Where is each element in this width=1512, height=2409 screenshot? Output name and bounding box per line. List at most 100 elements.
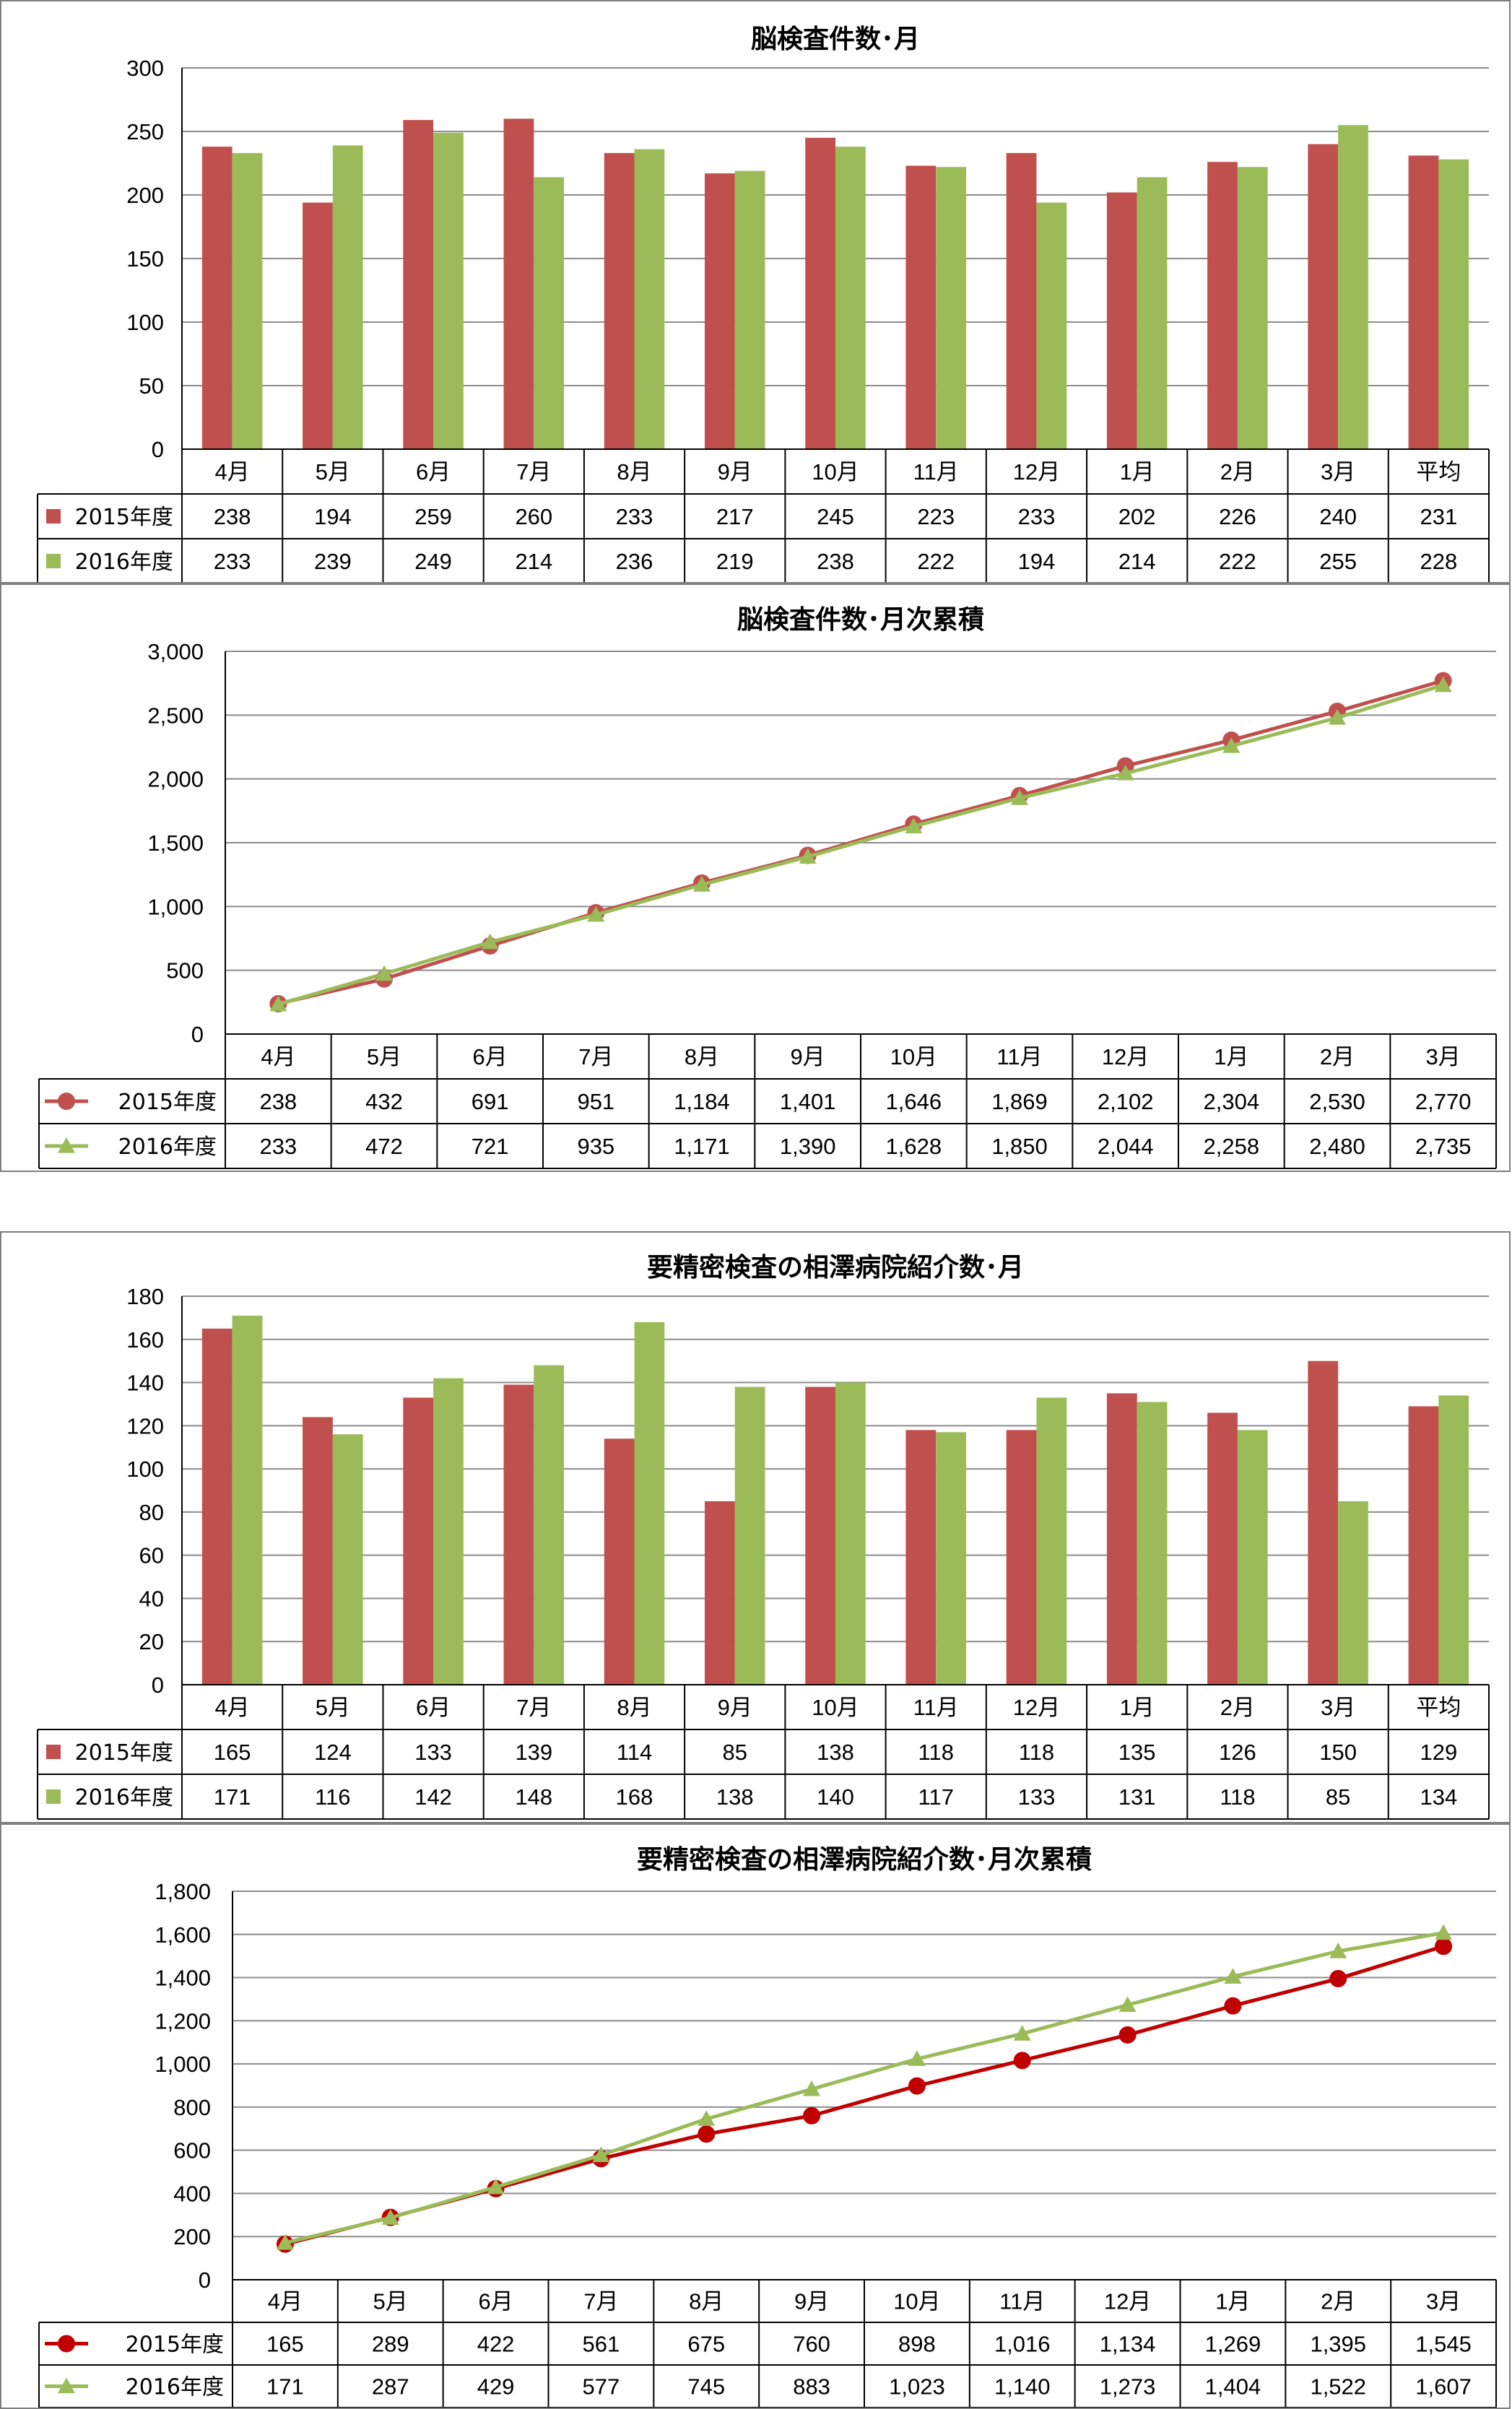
- data-point: [1435, 1924, 1453, 1940]
- x-tick-label: 2月: [1321, 2289, 1355, 2314]
- data-point: [269, 995, 287, 1012]
- x-tick-label: 3月: [1426, 1044, 1461, 1069]
- bar: [303, 202, 333, 449]
- bar: [534, 177, 565, 450]
- y-tick-label: 1,600: [155, 1922, 211, 1948]
- y-tick-label: 0: [152, 1672, 164, 1698]
- data-label: 2,530: [1309, 1089, 1365, 1114]
- x-tick-label: 平均: [1416, 1695, 1461, 1720]
- chart-title: 要精密検査の相澤病院紹介数･月次累積: [637, 1844, 1092, 1875]
- data-label: 116: [315, 1784, 350, 1810]
- bar: [1308, 1360, 1339, 1685]
- x-tick-label: 7月: [583, 2289, 618, 2314]
- x-tick-label: 8月: [617, 1695, 651, 1720]
- y-tick-label: 600: [173, 2138, 211, 2163]
- bar: [805, 1386, 835, 1685]
- bar: [734, 170, 765, 449]
- data-label: 165: [266, 2332, 304, 2357]
- data-label: 219: [716, 549, 754, 574]
- data-label: 259: [414, 504, 452, 529]
- data-label: 260: [515, 504, 552, 529]
- y-tick-label: 250: [126, 119, 164, 144]
- data-label: 691: [472, 1089, 509, 1114]
- bar: [1137, 1402, 1168, 1685]
- data-label: 150: [1319, 1740, 1357, 1765]
- y-tick-label: 500: [166, 958, 204, 984]
- data-label: 1,184: [674, 1089, 730, 1114]
- legend-label: 2016年度: [75, 1785, 173, 1810]
- data-label: 883: [793, 2374, 830, 2400]
- x-tick-label: 10月: [890, 1044, 937, 1069]
- data-point: [1011, 789, 1028, 805]
- bar: [1207, 162, 1238, 450]
- data-label: 236: [616, 549, 653, 574]
- y-tick-label: 100: [126, 1457, 164, 1482]
- chart-panel-1: 脳検査件数･月 0 50 100 150 200 250 300 4月 5月 6月 7月 8月 9月 10月…: [0, 0, 1511, 583]
- y-tick-label: 100: [126, 310, 164, 335]
- y-tick-label: 140: [126, 1371, 164, 1396]
- data-label: 148: [515, 1784, 552, 1810]
- data-label: 133: [1018, 1784, 1056, 1810]
- data-point: [698, 2125, 716, 2143]
- data-label: 429: [477, 2374, 515, 2400]
- legend-key: [46, 509, 61, 524]
- chart-panel-3: 要精密検査の相澤病院紹介数･月 0 20 40 60 80 100 120 140 160 180 4…: [0, 1231, 1511, 1823]
- data-label: 85: [723, 1740, 747, 1765]
- data-point: [1329, 708, 1346, 725]
- y-tick-label: 0: [191, 1022, 204, 1047]
- x-tick-label: 8月: [685, 1044, 719, 1069]
- x-tick-label: 6月: [473, 1044, 508, 1069]
- x-tick-label: 6月: [416, 1695, 451, 1720]
- y-tick-label: 2,000: [147, 767, 204, 792]
- bar: [805, 137, 835, 450]
- x-tick-label: 10月: [893, 2289, 940, 2314]
- data-label: 1,646: [886, 1089, 942, 1114]
- y-tick-label: 400: [173, 2181, 211, 2206]
- data-label: 233: [214, 549, 251, 574]
- chart-panel-2: 脳検査件数･月次累積 0 500 1,000 1,500 2,000 2,500 3,000 4…: [0, 583, 1511, 1172]
- bar: [201, 1328, 233, 1685]
- x-tick-label: 5月: [373, 2289, 408, 2314]
- bar: [232, 152, 263, 450]
- data-label: 118: [1220, 1784, 1255, 1810]
- chart-panel-4: 要精密検査の相澤病院紹介数･月次累積 0 200 400 600 800 1,000 1,20…: [0, 1823, 1511, 2409]
- data-point: [1116, 764, 1134, 781]
- data-label: 240: [1319, 504, 1357, 529]
- x-tick-label: 7月: [516, 459, 551, 485]
- bar: [705, 1501, 735, 1685]
- data-label: 1,404: [1205, 2374, 1261, 2400]
- data-label: 171: [214, 1784, 251, 1810]
- data-point: [905, 817, 923, 833]
- data-label: 1,850: [991, 1134, 1048, 1159]
- bar: [433, 1378, 464, 1685]
- x-tick-label: 10月: [812, 459, 859, 485]
- x-tick-label: 4月: [214, 459, 249, 485]
- data-label: 1,016: [994, 2332, 1051, 2357]
- data-label: 2,258: [1204, 1134, 1260, 1159]
- y-tick-label: 20: [139, 1629, 164, 1654]
- data-label: 233: [259, 1134, 297, 1159]
- data-label: 238: [259, 1089, 297, 1114]
- data-label: 131: [1118, 1784, 1156, 1810]
- x-tick-label: 2月: [1320, 1044, 1355, 1069]
- data-label: 239: [314, 549, 352, 574]
- y-tick-label: 300: [126, 56, 164, 81]
- bar: [332, 1434, 363, 1685]
- legend-label: 2016年度: [126, 2375, 224, 2400]
- series-line: [277, 683, 1444, 1007]
- data-label: 1,401: [780, 1089, 836, 1114]
- legend-label: 2016年度: [118, 1134, 217, 1160]
- y-tick-label: 60: [139, 1543, 164, 1568]
- bar: [604, 152, 635, 450]
- chart-title: 脳検査件数･月次累積: [737, 605, 984, 635]
- data-point: [481, 933, 499, 950]
- data-label: 675: [687, 2332, 725, 2357]
- bar: [403, 120, 434, 449]
- bar: [1036, 202, 1067, 449]
- data-point: [908, 2077, 926, 2095]
- x-tick-label: 9月: [794, 2289, 829, 2314]
- data-point: [1222, 737, 1241, 753]
- data-label: 222: [917, 549, 955, 574]
- bar: [201, 147, 233, 449]
- data-label: 171: [266, 2374, 304, 2400]
